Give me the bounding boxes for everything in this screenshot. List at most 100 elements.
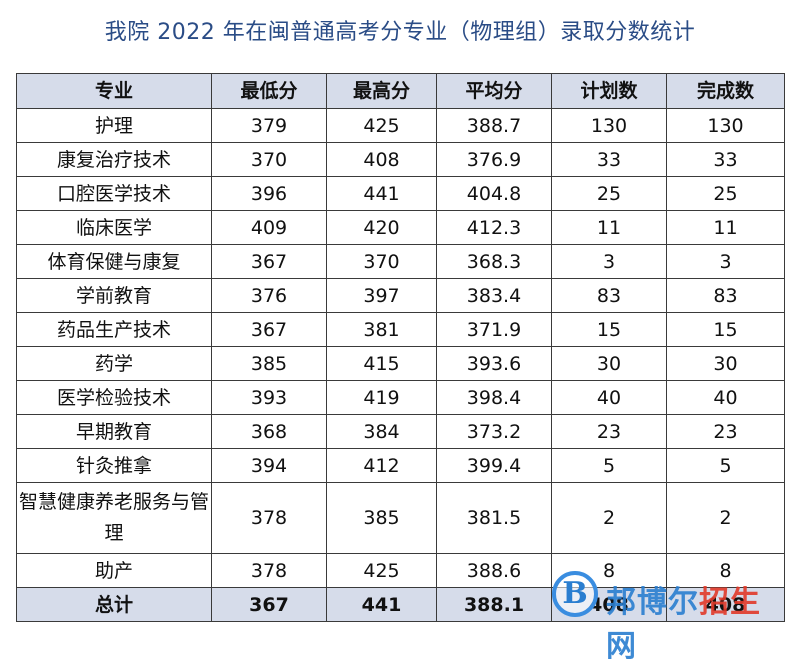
- cell-plan-count: 15: [551, 312, 667, 347]
- cell-major: 早期教育: [16, 414, 212, 449]
- cell-done-count: 25: [666, 176, 785, 211]
- total-avg-score: 388.1: [436, 587, 552, 622]
- header-max-score: 最高分: [326, 73, 437, 109]
- cell-avg-score: 376.9: [436, 142, 552, 177]
- cell-done-count: 130: [666, 108, 785, 143]
- cell-avg-score: 404.8: [436, 176, 552, 211]
- cell-max-score: 385: [326, 482, 437, 554]
- cell-max-score: 415: [326, 346, 437, 381]
- cell-plan-count: 8: [551, 553, 667, 588]
- total-plan-count: 408: [551, 587, 667, 622]
- cell-max-score: 441: [326, 176, 437, 211]
- cell-max-score: 384: [326, 414, 437, 449]
- cell-max-score: 419: [326, 380, 437, 415]
- cell-max-score: 420: [326, 210, 437, 245]
- table-total-row: 总计 367 441 388.1 408 408: [16, 587, 785, 622]
- cell-min-score: 370: [211, 142, 327, 177]
- cell-major: 口腔医学技术: [16, 176, 212, 211]
- table-row: 康复治疗技术 370 408 376.9 33 33: [16, 142, 785, 177]
- cell-min-score: 393: [211, 380, 327, 415]
- cell-done-count: 2: [666, 482, 785, 554]
- table-row: 口腔医学技术 396 441 404.8 25 25: [16, 176, 785, 211]
- table-row: 助产 378 425 388.6 8 8: [16, 553, 785, 588]
- cell-plan-count: 30: [551, 346, 667, 381]
- cell-plan-count: 130: [551, 108, 667, 143]
- cell-major: 药品生产技术: [16, 312, 212, 347]
- cell-done-count: 15: [666, 312, 785, 347]
- cell-max-score: 425: [326, 553, 437, 588]
- header-major: 专业: [16, 73, 212, 109]
- cell-plan-count: 40: [551, 380, 667, 415]
- cell-avg-score: 399.4: [436, 448, 552, 483]
- cell-min-score: 368: [211, 414, 327, 449]
- cell-max-score: 397: [326, 278, 437, 313]
- cell-major: 针灸推拿: [16, 448, 212, 483]
- cell-plan-count: 23: [551, 414, 667, 449]
- cell-major: 学前教育: [16, 278, 212, 313]
- cell-plan-count: 2: [551, 482, 667, 554]
- cell-avg-score: 383.4: [436, 278, 552, 313]
- cell-min-score: 378: [211, 553, 327, 588]
- cell-min-score: 367: [211, 244, 327, 279]
- cell-avg-score: 368.3: [436, 244, 552, 279]
- cell-min-score: 378: [211, 482, 327, 554]
- header-avg-score: 平均分: [436, 73, 552, 109]
- cell-done-count: 5: [666, 448, 785, 483]
- cell-major: 护理: [16, 108, 212, 143]
- cell-plan-count: 5: [551, 448, 667, 483]
- cell-min-score: 409: [211, 210, 327, 245]
- cell-done-count: 33: [666, 142, 785, 177]
- cell-min-score: 379: [211, 108, 327, 143]
- cell-max-score: 425: [326, 108, 437, 143]
- cell-done-count: 3: [666, 244, 785, 279]
- cell-major: 体育保健与康复: [16, 244, 212, 279]
- cell-major: 药学: [16, 346, 212, 381]
- cell-max-score: 370: [326, 244, 437, 279]
- cell-avg-score: 388.7: [436, 108, 552, 143]
- table-row: 体育保健与康复 367 370 368.3 3 3: [16, 244, 785, 279]
- cell-plan-count: 11: [551, 210, 667, 245]
- total-label: 总计: [16, 587, 212, 622]
- cell-avg-score: 381.5: [436, 482, 552, 554]
- cell-done-count: 83: [666, 278, 785, 313]
- cell-min-score: 394: [211, 448, 327, 483]
- cell-done-count: 11: [666, 210, 785, 245]
- cell-done-count: 30: [666, 346, 785, 381]
- total-max-score: 441: [326, 587, 437, 622]
- table-row: 药学 385 415 393.6 30 30: [16, 346, 785, 381]
- cell-avg-score: 393.6: [436, 346, 552, 381]
- cell-major: 助产: [16, 553, 212, 588]
- header-done-count: 完成数: [666, 73, 785, 109]
- header-plan-count: 计划数: [551, 73, 667, 109]
- cell-done-count: 8: [666, 553, 785, 588]
- cell-major: 临床医学: [16, 210, 212, 245]
- admission-score-table: 专业 最低分 最高分 平均分 计划数 完成数 护理 379 425 388.7 …: [16, 73, 785, 622]
- cell-max-score: 408: [326, 142, 437, 177]
- cell-major: 医学检验技术: [16, 380, 212, 415]
- cell-min-score: 376: [211, 278, 327, 313]
- header-min-score: 最低分: [211, 73, 327, 109]
- table-row: 护理 379 425 388.7 130 130: [16, 108, 785, 143]
- table-row: 临床医学 409 420 412.3 11 11: [16, 210, 785, 245]
- cell-plan-count: 3: [551, 244, 667, 279]
- cell-major: 智慧健康养老服务与管理: [16, 482, 212, 554]
- page-title: 我院 2022 年在闽普通高考分专业（物理组）录取分数统计: [104, 20, 696, 45]
- cell-avg-score: 373.2: [436, 414, 552, 449]
- table-row: 早期教育 368 384 373.2 23 23: [16, 414, 785, 449]
- table-row: 医学检验技术 393 419 398.4 40 40: [16, 380, 785, 415]
- total-min-score: 367: [211, 587, 327, 622]
- cell-max-score: 412: [326, 448, 437, 483]
- cell-plan-count: 33: [551, 142, 667, 177]
- cell-done-count: 40: [666, 380, 785, 415]
- cell-min-score: 396: [211, 176, 327, 211]
- total-done-count: 408: [666, 587, 785, 622]
- cell-done-count: 23: [666, 414, 785, 449]
- cell-avg-score: 388.6: [436, 553, 552, 588]
- cell-max-score: 381: [326, 312, 437, 347]
- table-row: 学前教育 376 397 383.4 83 83: [16, 278, 785, 313]
- table-row: 针灸推拿 394 412 399.4 5 5: [16, 448, 785, 483]
- cell-min-score: 385: [211, 346, 327, 381]
- cell-plan-count: 25: [551, 176, 667, 211]
- cell-avg-score: 398.4: [436, 380, 552, 415]
- table-row: 药品生产技术 367 381 371.9 15 15: [16, 312, 785, 347]
